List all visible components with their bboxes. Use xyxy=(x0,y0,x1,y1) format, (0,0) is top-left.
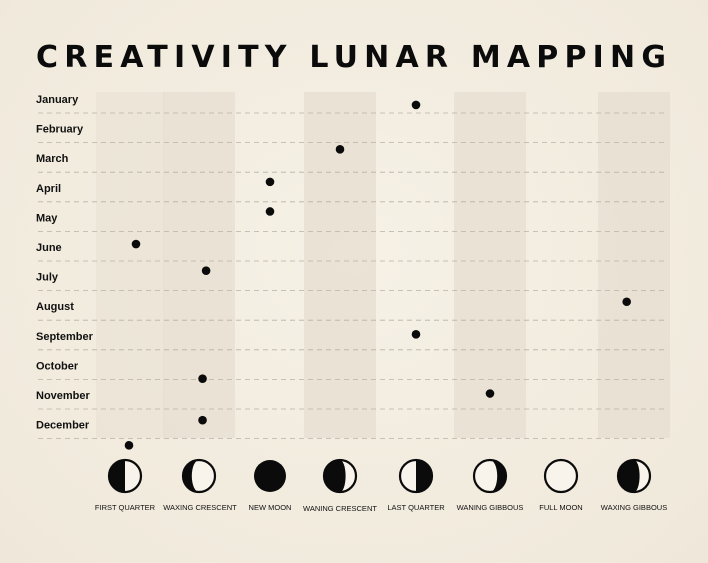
data-point xyxy=(198,374,207,384)
phase-label: LAST QUARTER xyxy=(387,503,445,512)
chart-title: CREATIVITY LUNAR MAPPING xyxy=(36,40,673,75)
month-label: May xyxy=(36,212,58,224)
month-label: March xyxy=(36,153,69,165)
month-label: January xyxy=(36,94,79,106)
month-label: October xyxy=(36,360,79,372)
data-point xyxy=(198,415,207,425)
data-point xyxy=(265,177,275,187)
data-point xyxy=(622,297,631,307)
phase-label: FULL MOON xyxy=(539,503,582,512)
phase-label: NEW MOON xyxy=(249,503,292,512)
data-point xyxy=(485,389,495,398)
data-point xyxy=(201,266,211,275)
month-label: July xyxy=(36,272,59,284)
last-quarter-moon-icon xyxy=(398,458,434,494)
data-point xyxy=(124,441,134,450)
waning-crescent-moon-icon xyxy=(322,458,358,494)
month-label: April xyxy=(36,183,61,195)
waxing-crescent-moon-icon xyxy=(181,458,217,494)
month-label: September xyxy=(36,331,94,343)
month-label: August xyxy=(36,301,74,313)
phase-labels: FIRST QUARTER WAXING CRESCENT NEW MOON WANI… xyxy=(95,503,667,513)
month-label: February xyxy=(36,124,84,136)
full-moon-icon xyxy=(543,458,579,494)
month-label: June xyxy=(36,242,62,254)
waxing-gibbous-moon-icon xyxy=(616,458,652,494)
phase-band xyxy=(454,92,526,438)
data-point xyxy=(131,239,141,249)
phase-band xyxy=(304,92,376,438)
phase-label: WAXING CRESCENT xyxy=(163,503,237,512)
month-label: November xyxy=(36,390,91,402)
new-moon-icon xyxy=(254,460,286,492)
data-points xyxy=(124,100,631,450)
data-point xyxy=(335,145,345,154)
phase-bands xyxy=(96,92,670,438)
phase-label: FIRST QUARTER xyxy=(95,503,156,512)
data-point xyxy=(411,330,421,339)
data-point xyxy=(411,100,421,110)
phase-band xyxy=(598,92,670,438)
first-quarter-moon-icon xyxy=(107,458,143,494)
phase-label: WANING GIBBOUS xyxy=(457,503,524,512)
month-labels: January February March April May June July Augu… xyxy=(36,94,94,432)
phase-label: WAXING GIBBOUS xyxy=(601,503,667,512)
phase-band xyxy=(163,92,235,438)
month-gridlines xyxy=(38,112,666,440)
month-label: December xyxy=(36,420,90,432)
phase-band xyxy=(96,92,165,438)
waning-gibbous-moon-icon xyxy=(472,458,508,494)
phase-icons xyxy=(107,458,652,494)
phase-label: WANING CRESCENT xyxy=(303,504,377,513)
data-point xyxy=(265,207,275,216)
